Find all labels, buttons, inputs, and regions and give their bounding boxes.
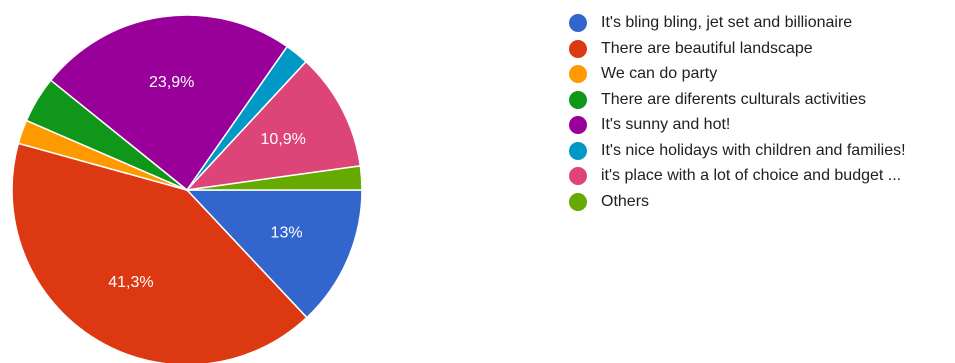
pie-chart-svg: 13% 41,3% 23,9% 10,9% (11, 14, 363, 363)
legend-label: Others (601, 192, 650, 210)
legend-label: We can do party (601, 65, 718, 82)
legend-color-dot (569, 167, 587, 185)
pie-slice-label-2: 41,3% (108, 274, 153, 291)
legend-item-8: Others (569, 191, 949, 213)
pie-slice-2 (11, 142, 308, 363)
legend-label: It's bling bling, jet set and billionair… (601, 14, 853, 31)
legend-label: it's place with a lot of choice and budg… (601, 167, 902, 184)
legend-item-4: There are diferents culturals activities (569, 89, 949, 111)
legend-color-dot (569, 116, 587, 134)
pie-slice-7 (185, 60, 362, 192)
pie-chart: 13% 41,3% 23,9% 10,9% (0, 0, 380, 363)
legend-label: There are beautiful landscape (601, 39, 813, 57)
legend-item-7: it's place with a lot of choice and budg… (569, 165, 949, 187)
legend-color-dot (569, 141, 587, 160)
pie-slice-8 (186, 165, 363, 191)
legend-color-dot (569, 65, 587, 83)
pie-slice-label-1: 13% (271, 224, 303, 241)
pie-slice-label-7: 10,9% (261, 131, 306, 148)
legend-label: It's nice holidays with children and fam… (601, 141, 906, 159)
pie-slice-5 (49, 14, 289, 192)
pie-slice-label-5: 23,9% (149, 74, 194, 91)
legend-label: There are diferents culturals activities (601, 90, 866, 108)
legend-item-6: It's nice holidays with children and fam… (569, 140, 949, 162)
legend-color-dot (569, 14, 587, 32)
legend-color-dot (569, 39, 587, 58)
chart-legend: It's bling bling, jet set and billionair… (569, 12, 949, 216)
legend-item-5: It's sunny and hot! (569, 114, 949, 136)
legend-color-dot (569, 90, 587, 109)
legend-item-1: It's bling bling, jet set and billionair… (569, 12, 949, 34)
legend-color-dot (569, 192, 587, 211)
legend-item-3: We can do party (569, 63, 949, 85)
legend-label: It's sunny and hot! (601, 116, 731, 133)
pie-slice-1 (185, 189, 363, 319)
legend-item-2: There are beautiful landscape (569, 38, 949, 60)
